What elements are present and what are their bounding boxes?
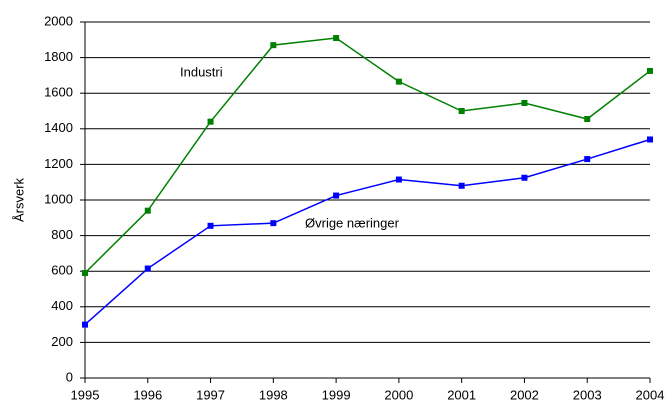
point <box>584 116 591 123</box>
point <box>270 42 277 49</box>
point <box>395 78 402 85</box>
y-tick-label: 800 <box>51 227 73 242</box>
point <box>521 174 528 181</box>
y-axis-label: Årsverk <box>11 177 26 222</box>
point <box>144 207 151 214</box>
point <box>333 35 340 42</box>
x-tick-label: 2000 <box>384 387 413 402</box>
point <box>144 265 151 272</box>
x-tick-label: 1996 <box>133 387 162 402</box>
point <box>458 108 465 114</box>
x-tick-label: 2001 <box>447 387 476 402</box>
y-tick-label: 400 <box>51 298 73 313</box>
series-label: Øvrige næringer <box>305 215 400 230</box>
y-tick-label: 1800 <box>44 49 73 64</box>
x-tick-label: 1999 <box>322 387 351 402</box>
y-tick-label: 1000 <box>44 191 73 206</box>
y-tick-label: 1200 <box>44 156 73 171</box>
point <box>82 321 88 328</box>
y-tick-label: 1600 <box>44 85 73 100</box>
x-tick-label: 2004 <box>636 387 665 402</box>
line <box>84 37 651 274</box>
x-tick-label: 1997 <box>196 387 225 402</box>
point <box>521 99 528 106</box>
y-tick-label: 600 <box>51 263 73 278</box>
point <box>207 118 214 125</box>
point <box>458 182 465 189</box>
point <box>82 269 88 276</box>
point <box>395 176 402 183</box>
point <box>207 222 214 229</box>
y-tick-label: 1400 <box>44 120 73 135</box>
point <box>647 136 653 143</box>
line <box>84 138 651 326</box>
y-tick-label: 2000 <box>44 13 73 28</box>
point <box>270 220 277 227</box>
x-tick-label: 2002 <box>510 387 539 402</box>
y-tick-label: 0 <box>66 369 73 384</box>
point <box>333 192 340 199</box>
point <box>584 156 591 163</box>
x-tick-label: 2003 <box>573 387 602 402</box>
y-tick-label: 200 <box>51 334 73 349</box>
series-label: Industri <box>180 64 223 79</box>
x-tick-label: 1998 <box>259 387 288 402</box>
point <box>647 67 653 74</box>
x-tick-label: 1995 <box>71 387 100 402</box>
